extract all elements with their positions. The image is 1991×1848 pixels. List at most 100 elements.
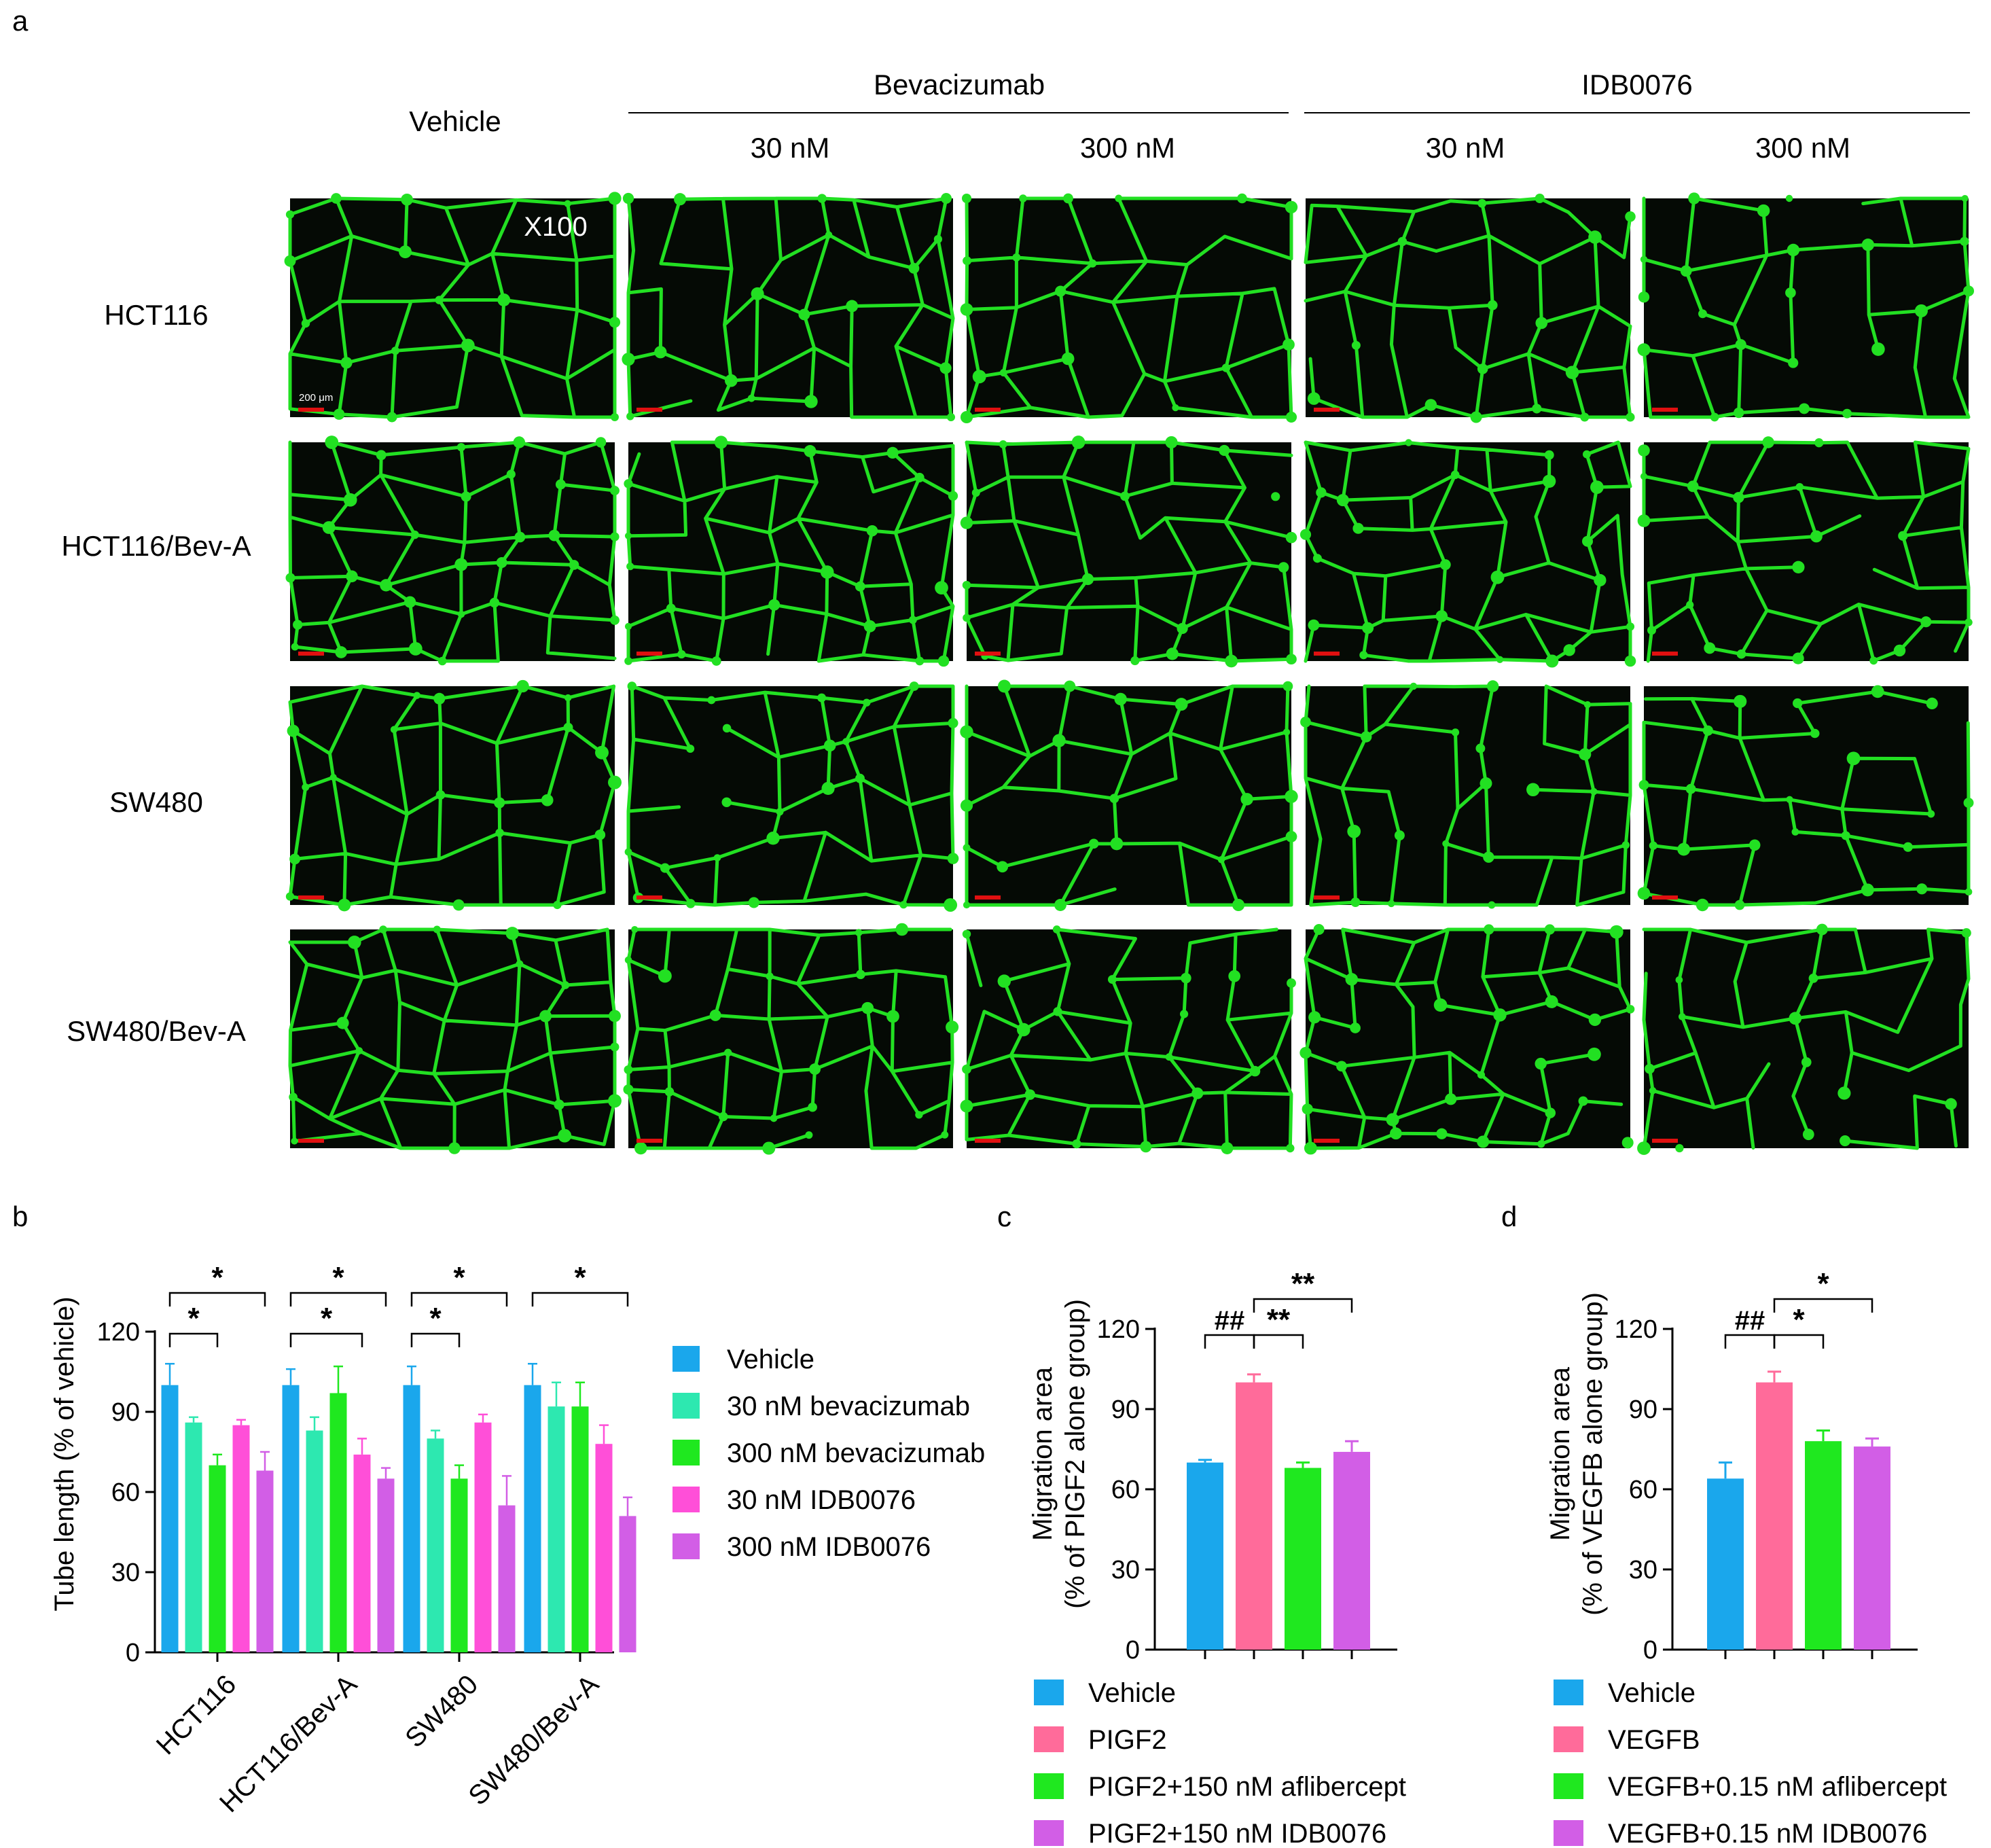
chart-b-bar [282,1385,300,1652]
tube-nodes [960,436,1297,668]
tube-node [1588,1013,1602,1027]
chart-c-legend-swatch [1034,1773,1064,1799]
tube-node [1544,924,1556,935]
tube-node [1424,399,1437,411]
micrograph-background [1306,686,1630,905]
tube-node [1638,444,1650,457]
tube-node [1232,898,1245,912]
tube-node [1140,1141,1152,1153]
chart-d-migration-vegfb: Migration area (% of VEGFB alone group) … [1545,1267,1947,1848]
tube-node [608,775,622,789]
tube-node [817,194,827,203]
chart-b-legend-label: 300 nM bevacizumab [727,1438,985,1468]
tube-node [1649,1087,1657,1095]
chart-b-legend-swatch [672,1533,700,1559]
chart-c-bar [1333,1451,1370,1650]
tube-node [1283,681,1293,692]
tube-node [595,437,607,448]
tube-node [1535,1057,1547,1070]
tube-node [495,828,504,838]
chart-b-bar [524,1385,541,1652]
tube-node [1081,573,1094,586]
tube-nodes [289,925,622,1154]
tube-node [1846,751,1861,766]
chart-c-bar [1236,1382,1272,1650]
tube-node [1053,1007,1062,1016]
tube-node [1479,777,1492,789]
tube-node [946,1020,959,1034]
chart-b-error-bar [213,1453,222,1465]
tube-network [1642,440,1971,663]
tube-node [413,692,421,699]
tube-node [1871,342,1885,356]
vehicle-header: Vehicle [409,105,501,137]
tube-node [1304,1141,1317,1155]
micrograph-r2-c3 [960,436,1297,668]
tube-node [963,844,971,852]
chart-b-x-tick-label: SW480 [399,1669,484,1754]
chart-b-error-bar [189,1416,198,1423]
tube-node [948,717,958,728]
tube-node [387,412,397,423]
tube-node [1625,211,1636,222]
tube-node [1963,798,1974,808]
tube-node [1588,1047,1601,1061]
chart-d-y-tick-label: 90 [1629,1396,1657,1424]
tube-node [516,679,529,693]
tube-node [1071,436,1086,449]
chart-b-y-tick-label: 120 [97,1318,140,1347]
tube-node [1362,622,1374,634]
chart-c-y-tick-label: 90 [1111,1396,1140,1424]
micrograph-r3-c2 [624,681,959,912]
tube-node [496,557,507,568]
tube-node [805,1131,813,1139]
micrograph-r3-c3 [960,679,1298,912]
tube-node [335,646,348,658]
tube-node [448,1142,461,1154]
tube-node [1470,411,1482,423]
tube-node [1445,1093,1457,1105]
tube-node [610,532,620,541]
chart-b-error-bar [260,1451,270,1471]
tube-node [963,901,971,909]
tube-nodes [624,681,959,912]
panel-letter-b: b [12,1201,28,1232]
tube-node [539,1010,552,1023]
chart-d-significance-label: ## [1735,1306,1765,1336]
tube-node [1679,1013,1686,1020]
tube-node [1927,810,1935,818]
tube-nodes [623,923,959,1155]
tube-node [1433,998,1448,1012]
tube-node [766,972,774,980]
chart-c-significance-bracket [1253,1334,1304,1349]
chart-b-bar [571,1406,589,1652]
tube-node [622,192,634,205]
tube-node [770,1114,778,1122]
tube-node [461,338,475,353]
tube-node [1945,1098,1957,1110]
chart-d-error-bar [1768,1370,1781,1383]
tube-node [452,899,465,911]
tube-node [1840,1135,1851,1147]
scale-bar [636,895,662,900]
tube-node [1537,1140,1545,1148]
idb0076-header: IDB0076 [1581,69,1692,101]
tube-network [965,196,1293,419]
tube-node [1594,573,1607,587]
tube-node [1345,973,1359,986]
tube-node [1228,970,1241,982]
tube-node [410,530,419,539]
tube-node [1115,194,1123,202]
tube-node [390,726,398,734]
chart-b-error-bar [575,1381,585,1407]
chart-b-bar [256,1470,274,1652]
chart-c-y-tick-label: 60 [1111,1476,1140,1504]
tube-node [1802,1129,1814,1141]
micrograph-background [1306,929,1630,1148]
chart-b-bar [595,1444,613,1652]
tube-node [820,565,834,579]
tube-node [1640,472,1648,480]
chart-b-legend-label: Vehicle [727,1345,814,1374]
panel-letter-d: d [1501,1201,1517,1232]
tube-node [1861,883,1874,897]
